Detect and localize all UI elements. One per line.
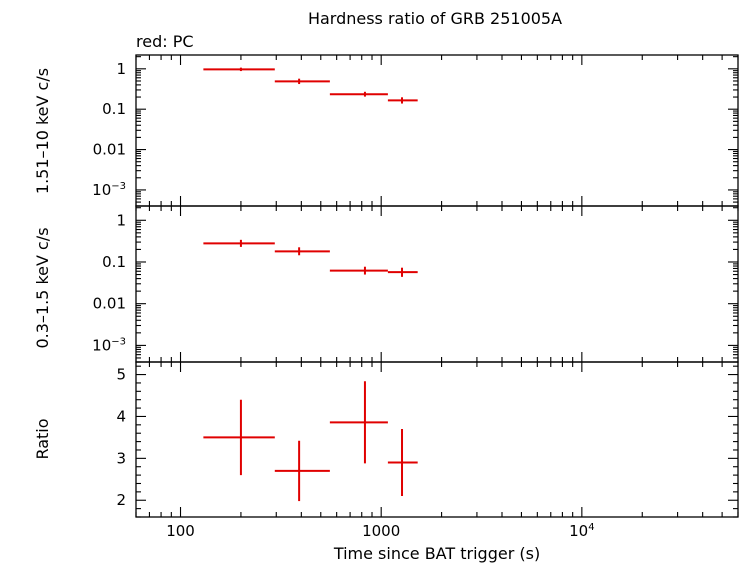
data-point — [387, 267, 418, 277]
y-tick-label: 0.1 — [102, 253, 126, 271]
x-tick-label: 1000 — [362, 522, 400, 540]
panel-frame — [135, 361, 739, 518]
data-point — [274, 247, 330, 256]
y-tick-label: 0.01 — [93, 141, 126, 159]
y-tick-label: 1 — [116, 211, 126, 229]
panel-3: 2 3 4 5 Ratio — [33, 361, 739, 518]
data-point — [203, 239, 275, 247]
y-axis-label: 1.51–10 keV c/s — [33, 68, 52, 194]
y-axis-label: 0.3–1.5 keV c/s — [33, 227, 52, 348]
data-point — [203, 67, 275, 72]
y-tick-label: 1 — [116, 60, 126, 78]
data-point — [387, 97, 418, 104]
y-tick-label: 3 — [116, 449, 126, 467]
data-point — [329, 91, 388, 97]
x-axis-label: Time since BAT trigger (s) — [333, 544, 540, 563]
y-tick-label: 5 — [116, 366, 126, 384]
data-point — [329, 266, 388, 275]
panel-1: 1 0.1 0.01 10−3 1.51–10 keV c/s — [33, 54, 739, 207]
y-tick-label: 2 — [116, 491, 126, 509]
data-point — [329, 381, 388, 464]
x-tick-label: 100 — [166, 522, 195, 540]
panel-frame — [135, 54, 739, 207]
chart-subtitle: red: PC — [136, 32, 194, 51]
y-tick-label: 4 — [116, 407, 126, 425]
chart-panels: 1 0.1 0.01 10−3 1.51–10 keV c/s 1 0.1 0.01 10−3 0… — [33, 54, 739, 540]
y-tick-label: 0.1 — [102, 100, 126, 118]
data-point — [203, 399, 275, 476]
y-tick-label: 10−3 — [92, 336, 126, 354]
data-point — [274, 440, 330, 502]
x-tick-label: 104 — [569, 522, 594, 540]
panel-2: 1 0.1 0.01 10−3 0.3–1.5 keV c/s — [33, 205, 739, 363]
data-point — [274, 78, 330, 85]
panel-frame — [135, 205, 739, 363]
y-axis-label: Ratio — [33, 418, 52, 459]
y-tick-label: 10−3 — [92, 181, 126, 199]
y-tick-label: 0.01 — [93, 295, 126, 313]
data-point — [387, 429, 418, 497]
chart-title: Hardness ratio of GRB 251005A — [308, 9, 562, 28]
x-tick-labels: 100 1000 104 — [166, 522, 594, 540]
